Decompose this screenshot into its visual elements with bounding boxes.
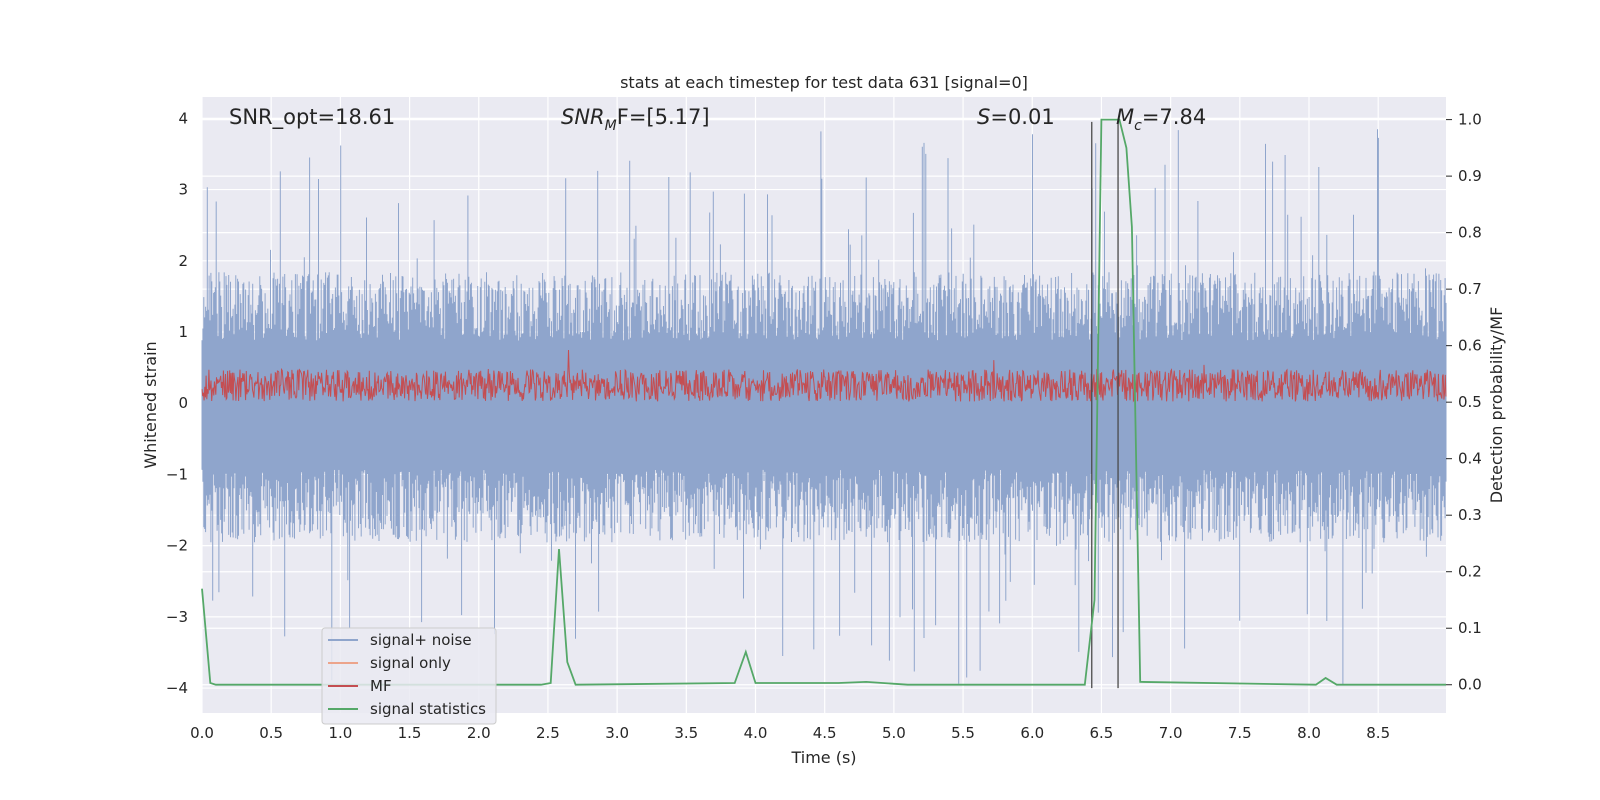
x-tick-label-16: 8.0 (1297, 724, 1321, 742)
y-axis-label: Whitened strain (141, 341, 160, 468)
annotation-s-rest: =0.01 (990, 105, 1054, 129)
legend: signal+ noise signal only MF signal stat… (321, 627, 497, 725)
annotation-mc-sub: c (1134, 118, 1142, 134)
annotation-snr-mf-main: SNR (561, 105, 605, 129)
annotation-mc-rest: =7.84 (1142, 105, 1206, 129)
y2-axis-label: Detection probability/MF (1487, 307, 1506, 504)
x-tick-label-15: 7.5 (1228, 724, 1252, 742)
x-tick-label-10: 5.0 (882, 724, 906, 742)
legend-box (321, 627, 497, 725)
y2-tick-label-3: 0.7 (1458, 280, 1482, 298)
y2-tick-label-6: 0.4 (1458, 450, 1482, 468)
mf-trace (201, 349, 1447, 403)
x-axis-label: Time (s) (790, 748, 856, 767)
signal-statistics-trace (201, 118, 1446, 686)
legend-label-mf: MF (370, 677, 392, 695)
x-tick-label-5: 2.5 (536, 724, 560, 742)
legend-label-signal-only: signal only (370, 654, 451, 672)
y2-tick-label-4: 0.6 (1458, 337, 1482, 355)
y2-tick-label-8: 0.2 (1458, 563, 1482, 581)
annotation-mc-main: M (1116, 105, 1134, 129)
annotation-snr-mf: SNRMF=[5.17] (561, 105, 710, 134)
x-tick-label-0: 0.0 (190, 724, 214, 742)
y-tick-label-1: 3 (178, 181, 188, 199)
y-tick-label-8: −4 (166, 679, 188, 697)
x-tick-label-13: 6.5 (1090, 724, 1114, 742)
y2-tick-labels: 1.0 0.9 0.8 0.7 0.6 0.5 0.4 0.3 0.2 0.1 0.0 (1446, 111, 1482, 694)
y2-tick-label-10: 0.0 (1458, 676, 1482, 694)
y2-tick-label-2: 0.8 (1458, 224, 1482, 242)
y2-tick-label-9: 0.1 (1458, 619, 1482, 637)
y-tick-label-7: −3 (166, 608, 188, 626)
x-tick-label-12: 6.0 (1020, 724, 1044, 742)
x-tick-label-7: 3.5 (674, 724, 698, 742)
annotation-mc: Mc=7.84 (1116, 105, 1206, 134)
annotation-s: S=0.01 (977, 105, 1055, 129)
chart-title: stats at each timestep for test data 631… (620, 73, 1028, 92)
x-tick-label-6: 3.0 (605, 724, 629, 742)
y-tick-labels: 4 3 2 1 0 −1 −2 −3 −4 (166, 109, 188, 697)
y-tick-label-2: 2 (178, 252, 188, 270)
y2-tick-label-7: 0.3 (1458, 506, 1482, 524)
y2-tick-label-0: 1.0 (1458, 111, 1482, 129)
x-tick-label-17: 8.5 (1366, 724, 1390, 742)
annotation-snr-mf-sub: M (605, 118, 617, 134)
annotation-snr-mf-rest: F=[5.17] (617, 105, 710, 129)
series-signal-statistics (201, 118, 1446, 686)
x-tick-label-2: 1.0 (328, 724, 352, 742)
event-markers (1091, 121, 1119, 689)
x-tick-label-8: 4.0 (744, 724, 768, 742)
x-tick-labels: 0.0 0.5 1.0 1.5 2.0 2.5 3.0 3.5 4.0 4.5 5.0 5.5 6.0 6… (190, 724, 1390, 742)
legend-label-signal-noise: signal+ noise (370, 631, 472, 649)
x-tick-label-14: 7.0 (1159, 724, 1183, 742)
x-tick-label-4: 2.0 (467, 724, 491, 742)
y-tick-label-3: 1 (178, 323, 188, 341)
y-tick-label-4: 0 (178, 394, 188, 412)
x-tick-label-1: 0.5 (259, 724, 283, 742)
x-tick-label-3: 1.5 (398, 724, 422, 742)
series-signal-noise (201, 129, 1447, 685)
y-tick-label-0: 4 (178, 109, 188, 127)
annotation-s-main: S (977, 105, 990, 129)
y2-tick-label-5: 0.5 (1458, 393, 1482, 411)
y-tick-label-6: −2 (166, 537, 188, 555)
x-tick-label-11: 5.5 (951, 724, 975, 742)
y-tick-label-5: −1 (166, 465, 188, 483)
y2-tick-label-1: 0.9 (1458, 167, 1482, 185)
annotation-snr-opt: SNR_opt=18.61 (229, 105, 395, 130)
series-mf (201, 349, 1447, 403)
x-tick-label-9: 4.5 (813, 724, 837, 742)
legend-label-signal-statistics: signal statistics (370, 700, 486, 718)
